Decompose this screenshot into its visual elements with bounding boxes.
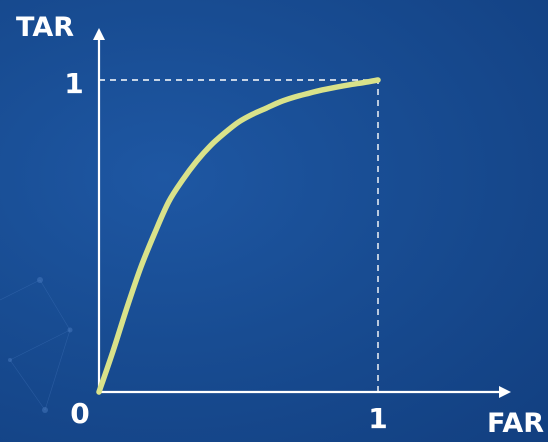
deco-dot	[8, 358, 12, 362]
deco-line	[39, 279, 71, 331]
deco-dot	[67, 327, 73, 333]
series-line	[96, 77, 381, 395]
y-tick-label-max: 1	[64, 67, 83, 100]
background-network-decoration	[0, 277, 73, 413]
deco-dot	[42, 407, 48, 413]
deco-line	[9, 359, 46, 411]
deco-dot	[37, 277, 43, 283]
x-axis-label: FAR	[487, 408, 544, 439]
deco-line	[44, 329, 71, 411]
y-axis-arrow-icon	[93, 28, 105, 40]
deco-line	[0, 279, 41, 301]
x-tick-label-origin: 0	[70, 397, 89, 430]
x-axis-arrow-icon	[499, 386, 511, 398]
deco-line	[9, 329, 71, 361]
x-tick-label-max: 1	[368, 402, 387, 435]
y-axis-label: TAR	[16, 12, 74, 43]
